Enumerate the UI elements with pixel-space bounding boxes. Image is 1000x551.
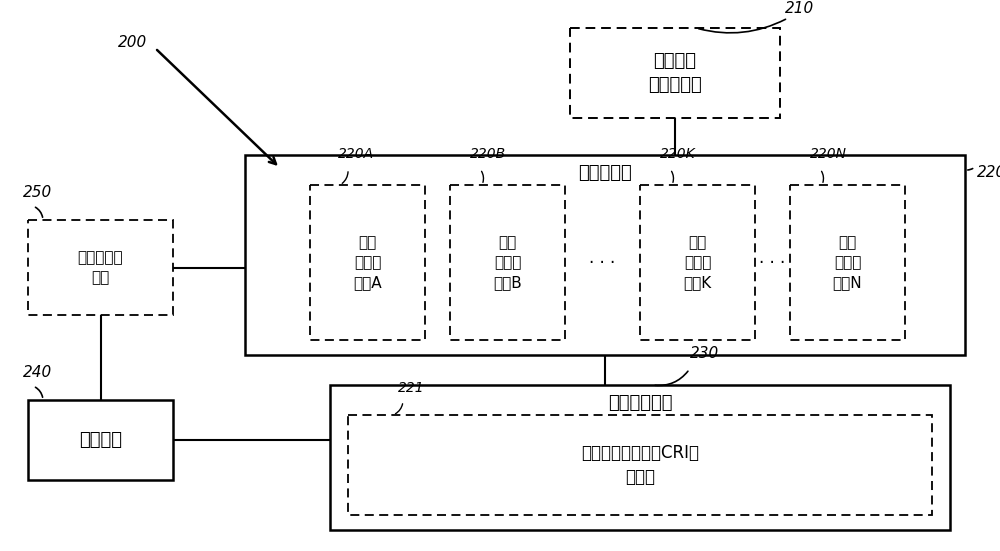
Bar <box>330 385 950 530</box>
Text: 220K: 220K <box>660 147 696 161</box>
Text: · · ·: · · · <box>589 253 616 272</box>
Text: 240: 240 <box>23 365 52 380</box>
Text: 部分
预测器
电路B: 部分 预测器 电路B <box>493 235 522 290</box>
Text: 221: 221 <box>398 381 425 395</box>
Text: · · ·: · · · <box>759 253 786 272</box>
Bar <box>348 415 932 515</box>
Bar <box>640 185 755 340</box>
Text: 部分
预测器
电路N: 部分 预测器 电路N <box>833 235 862 290</box>
Bar <box>310 185 425 340</box>
Text: 控制电路: 控制电路 <box>79 431 122 449</box>
Bar <box>450 185 565 340</box>
Text: 生理信号
接收器电路: 生理信号 接收器电路 <box>648 52 702 94</box>
Text: 250: 250 <box>23 185 52 200</box>
Text: 部分
预测器
电路K: 部分 预测器 电路K <box>683 235 712 290</box>
Text: 部分
预测器
电路A: 部分 预测器 电路A <box>353 235 382 290</box>
Text: 220A: 220A <box>338 147 374 161</box>
Bar <box>570 28 780 118</box>
Bar <box>245 155 965 355</box>
Bar <box>790 185 905 340</box>
Text: 220: 220 <box>977 165 1000 180</box>
Bar <box>28 220 173 315</box>
Text: 预测融合电路: 预测融合电路 <box>608 394 672 412</box>
Text: 预测器总体: 预测器总体 <box>578 164 632 182</box>
Text: 指令接收器
电路: 指令接收器 电路 <box>78 250 123 285</box>
Text: 230: 230 <box>690 346 719 361</box>
Bar <box>28 400 173 480</box>
Text: 220N: 220N <box>810 147 847 161</box>
Text: 220B: 220B <box>470 147 506 161</box>
Text: 200: 200 <box>118 35 147 50</box>
Text: 合成风险指示符（CRI）
计算器: 合成风险指示符（CRI） 计算器 <box>581 444 699 486</box>
Text: 210: 210 <box>785 1 814 16</box>
